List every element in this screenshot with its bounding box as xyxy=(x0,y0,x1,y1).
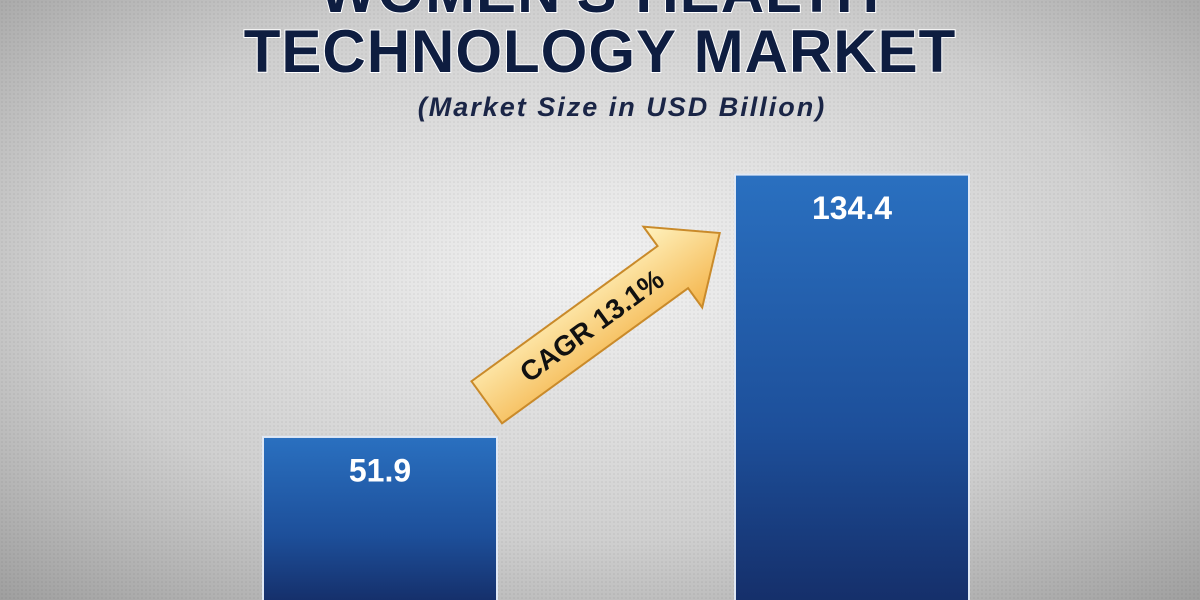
chart-title: WOMEN'S HEALTH xyxy=(320,0,880,25)
bar xyxy=(734,173,970,600)
arrow-shape xyxy=(470,225,721,425)
value-label: 134.4 xyxy=(812,190,892,226)
chart-title: TECHNOLOGY MARKET xyxy=(244,18,957,85)
value-label: 51.9 xyxy=(349,452,411,488)
chart-subtitle: (Market Size in USD Billion) xyxy=(418,92,827,122)
bar xyxy=(262,435,498,600)
